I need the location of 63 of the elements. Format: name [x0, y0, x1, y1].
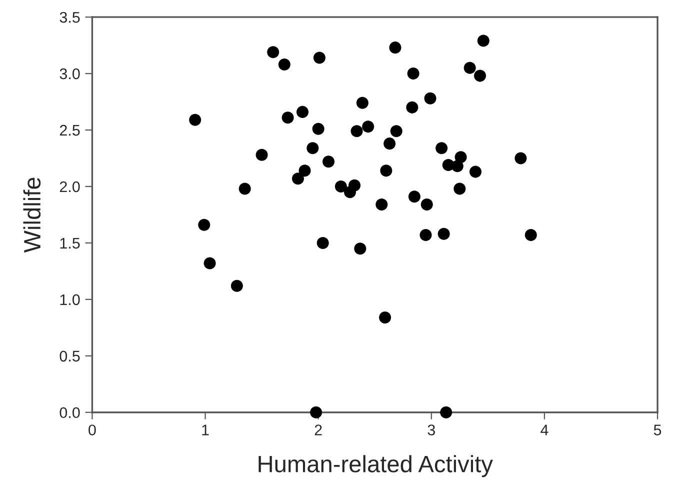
point	[298, 164, 311, 177]
point	[408, 190, 420, 203]
point	[454, 182, 466, 195]
point	[390, 125, 402, 138]
point	[313, 52, 326, 64]
x-tick-label: 4	[540, 424, 548, 436]
x-tick-label: 5	[654, 424, 662, 436]
point	[407, 68, 420, 80]
point	[296, 106, 309, 118]
point	[420, 198, 433, 211]
point	[464, 62, 476, 74]
point	[406, 101, 418, 114]
y-tick-label: 0.5	[60, 350, 80, 362]
point	[438, 228, 450, 240]
x-tick-label: 0	[88, 424, 96, 436]
y-tick-label: 3.5	[60, 12, 80, 23]
point	[334, 180, 347, 192]
y-tick-label: 3.0	[60, 68, 80, 80]
point	[230, 280, 243, 292]
point	[198, 218, 210, 231]
point	[238, 182, 251, 195]
point	[189, 114, 202, 126]
point	[267, 46, 280, 58]
y-tick-label: 1.0	[60, 294, 80, 306]
point	[474, 70, 486, 82]
y-tick-label: 2.5	[60, 124, 80, 136]
point	[380, 164, 392, 177]
point	[379, 311, 392, 324]
point	[477, 34, 490, 47]
point	[350, 125, 363, 138]
point	[204, 257, 216, 270]
point	[424, 92, 436, 104]
point	[389, 42, 402, 54]
x-tick-label: 1	[202, 424, 209, 436]
point	[420, 229, 432, 242]
point	[356, 96, 368, 109]
point	[282, 112, 294, 124]
x-tick-label: 3	[428, 424, 435, 436]
point	[354, 242, 366, 255]
point	[454, 151, 467, 164]
x-axis-title: Human-related Activity	[258, 455, 493, 478]
point	[292, 172, 304, 185]
point	[362, 120, 374, 133]
point	[376, 198, 388, 211]
y-tick-label: 0.0	[60, 407, 80, 418]
point	[514, 152, 527, 164]
y-tick-label: 2.0	[60, 181, 80, 192]
point	[469, 166, 482, 178]
point	[316, 236, 329, 249]
y-axis-title: Wildlife	[23, 178, 41, 253]
point	[322, 156, 335, 168]
point	[278, 58, 290, 71]
point	[306, 142, 319, 154]
y-tick-label: 1.5	[60, 238, 80, 249]
point	[348, 179, 361, 192]
point	[440, 406, 452, 418]
point	[384, 138, 396, 150]
point	[312, 122, 324, 135]
point	[436, 142, 448, 154]
point	[310, 406, 322, 418]
point	[256, 148, 268, 161]
point	[524, 229, 537, 242]
x-tick-label: 2	[314, 424, 322, 436]
